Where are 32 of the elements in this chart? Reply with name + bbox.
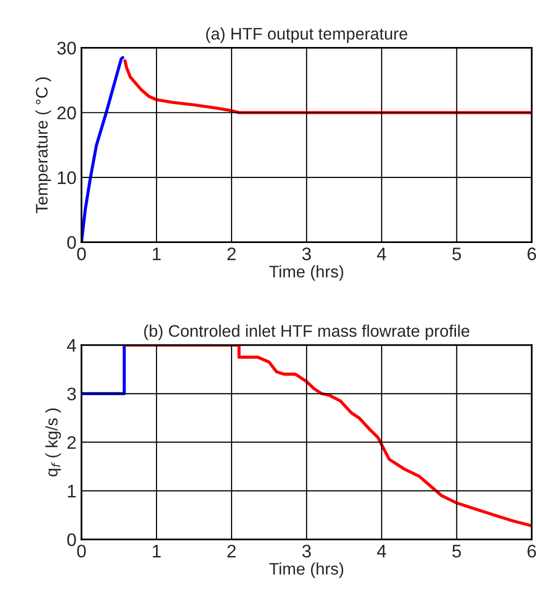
- y-tick-label: 2: [67, 436, 76, 449]
- y-tick-label: 0: [67, 533, 76, 546]
- y-axis-title: Temperature ( °C ): [35, 77, 51, 214]
- line-series: [123, 345, 532, 528]
- x-tick-label: 1: [152, 544, 161, 558]
- x-tick-label: 3: [302, 544, 311, 558]
- x-tick-label: 0: [77, 248, 86, 260]
- y-axis-title: q$_{f}$ ( kg/s ): [45, 408, 61, 476]
- line-series: [123, 59, 532, 114]
- y-tick-label: 4: [66, 339, 76, 352]
- x-axis-title: Time (hrs): [269, 265, 344, 281]
- y-tick-label: 3: [67, 388, 76, 400]
- x-tick-label: 6: [528, 248, 536, 260]
- y-tick-label: 10: [58, 171, 76, 184]
- y-tick-label: 30: [57, 42, 76, 55]
- y-tick-label: 20: [57, 106, 76, 120]
- x-tick-label: 2: [227, 248, 236, 260]
- x-tick-label: 1: [152, 248, 161, 260]
- x-tick-label: 3: [302, 248, 311, 260]
- chart-title: (b) Controled inlet HTF mass flowrate profile: [144, 324, 470, 340]
- x-tick-label: 2: [227, 544, 236, 558]
- x-tick-label: 5: [452, 248, 461, 260]
- x-tick-label: 4: [377, 544, 386, 558]
- y-tick-label: 0: [67, 236, 76, 249]
- x-tick-label: 6: [528, 544, 536, 558]
- line-series: [81, 56, 124, 242]
- x-tick-label: 4: [377, 248, 386, 260]
- x-tick-label: 5: [452, 544, 461, 558]
- x-axis-title: Time (hrs): [269, 562, 344, 578]
- chart-title: (a) HTF output temperature: [206, 27, 408, 43]
- x-tick-label: 0: [77, 544, 86, 558]
- y-tick-label: 1: [68, 484, 76, 498]
